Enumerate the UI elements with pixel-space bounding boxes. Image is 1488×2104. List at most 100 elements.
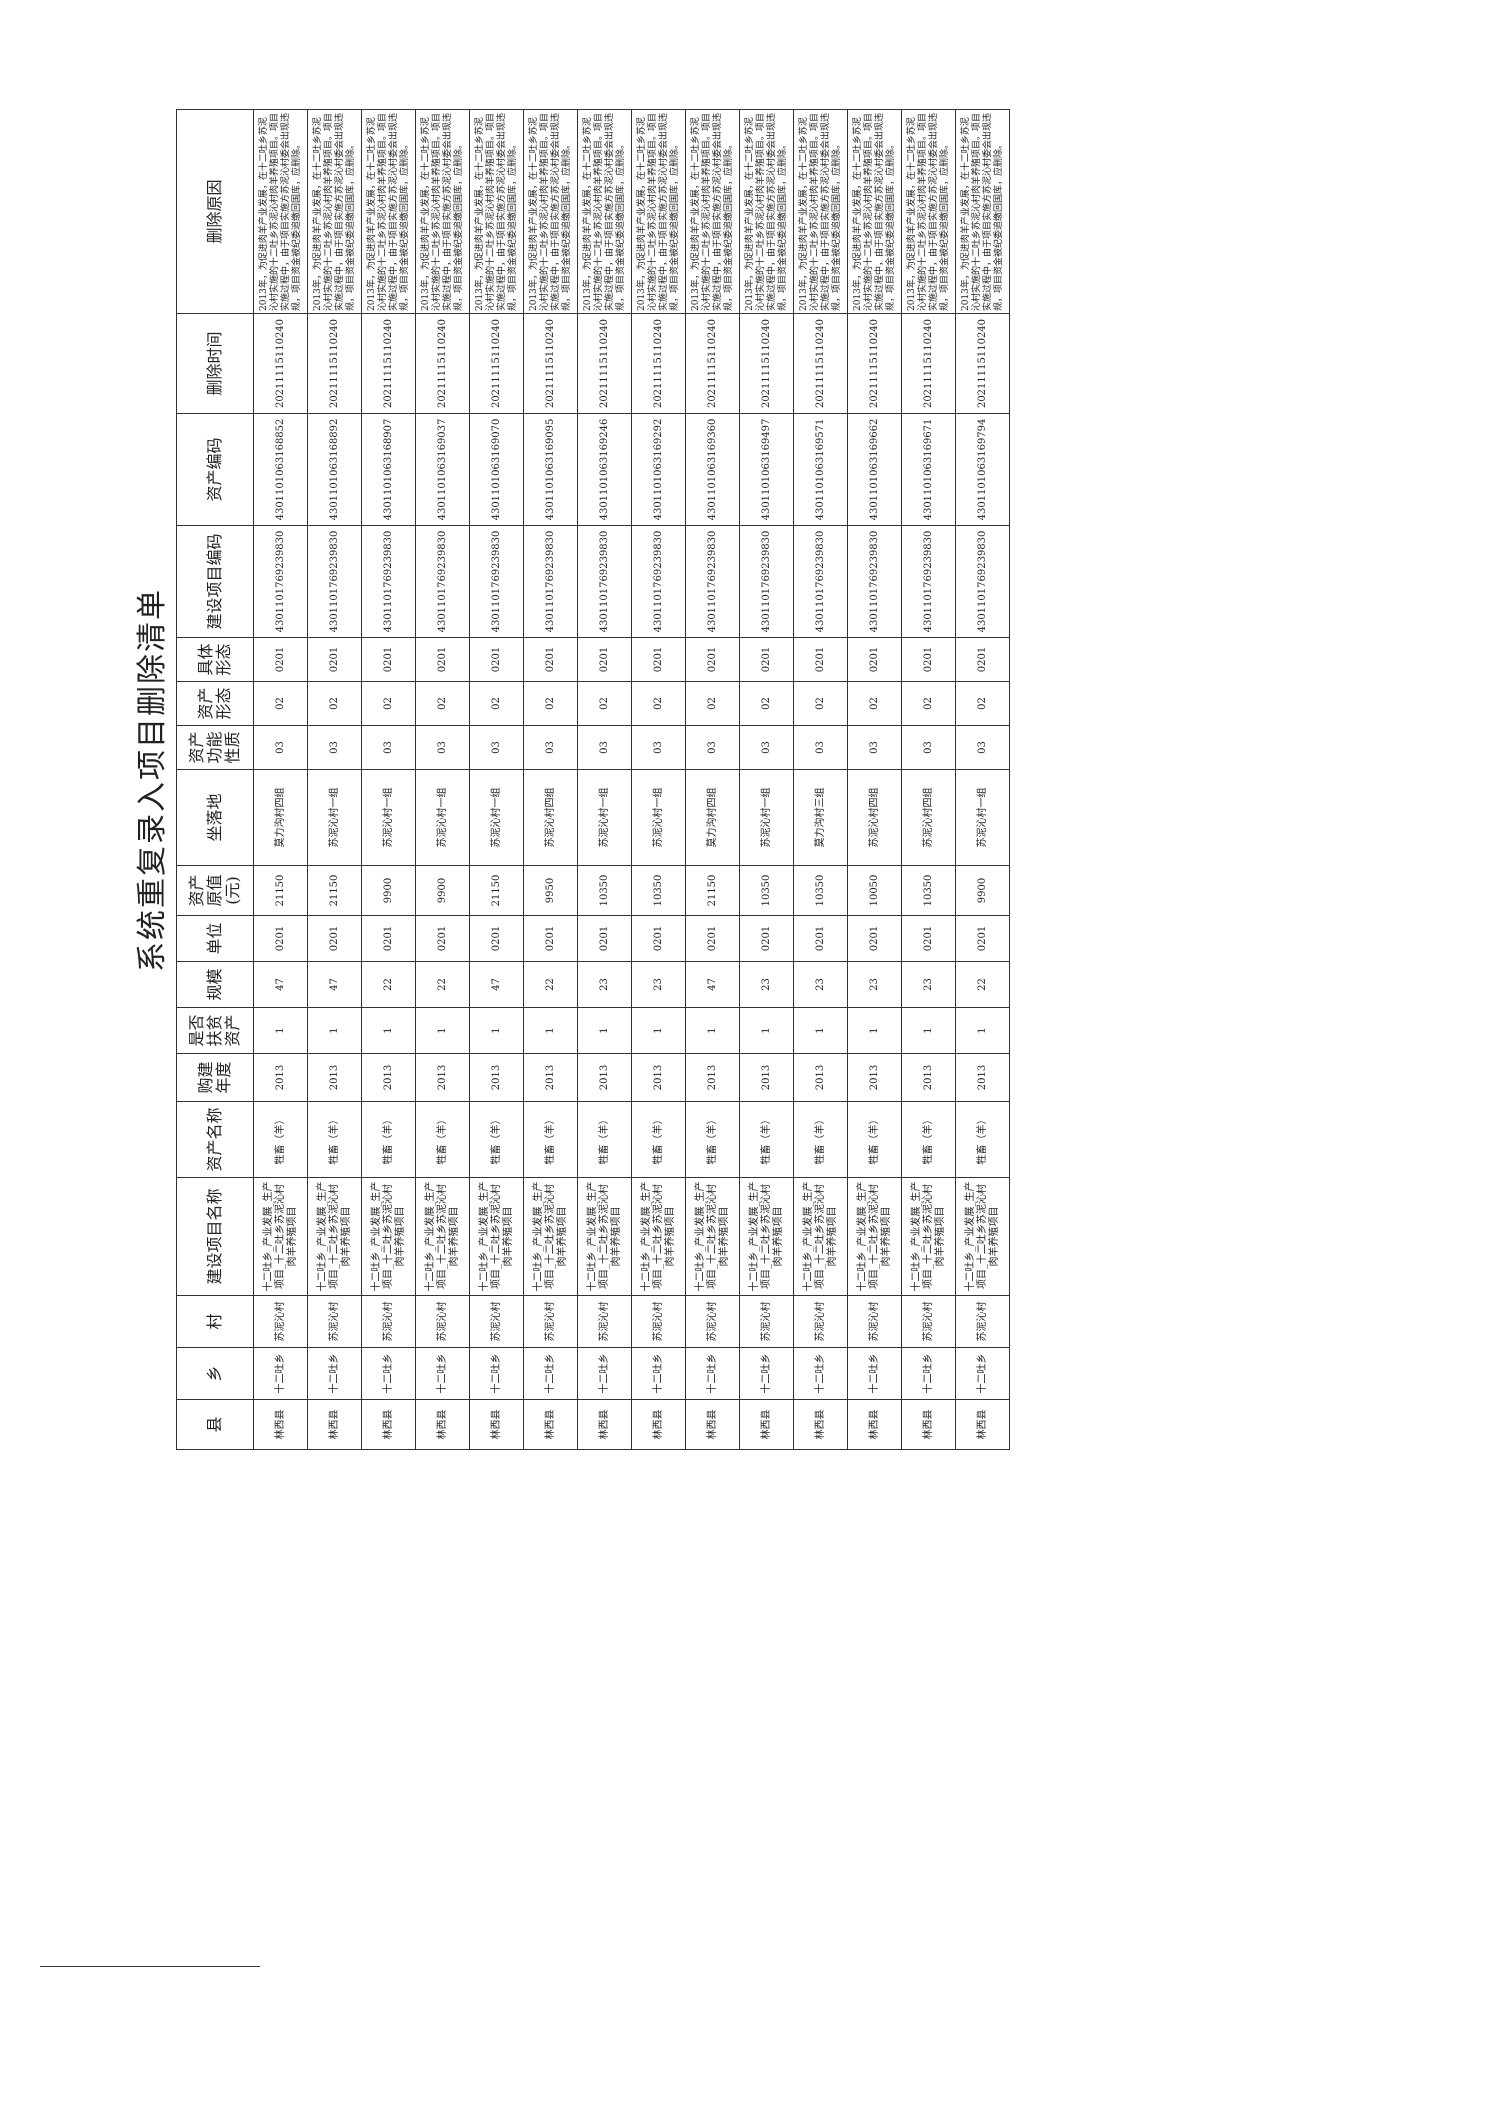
table-cell: 林西县 — [469, 1399, 524, 1450]
table-cell: 牲畜（羊） — [631, 1101, 686, 1178]
table-cell: 0201 — [469, 915, 524, 962]
table-cell: 22 — [523, 961, 578, 1008]
table-cell: 23 — [901, 961, 956, 1008]
column-header: 购建年度 — [176, 1053, 254, 1102]
table-cell: 4301101063169292 — [631, 413, 686, 526]
table-cell: 2013年，为促进肉羊产业发展，在十二吐乡苏泥沁村实施的十二吐乡苏泥沁村肉羊养殖… — [793, 109, 848, 314]
table-cell: 牲畜（羊） — [847, 1101, 902, 1178]
table-cell: 0201 — [577, 637, 632, 682]
table-cell: 03 — [955, 725, 1010, 770]
table-cell: 苏泥沁村四组 — [901, 769, 956, 866]
table-cell: 03 — [901, 725, 956, 770]
table-cell: 4301101063169497 — [739, 413, 794, 526]
table-cell: 02 — [847, 681, 902, 726]
table-cell: 4301101063168907 — [361, 413, 416, 526]
table-cell: 1 — [631, 1007, 686, 1054]
table-cell: 十二吐乡 — [685, 1347, 740, 1400]
table-cell: 林西县 — [577, 1399, 632, 1450]
table-cell: 牲畜（羊） — [955, 1101, 1010, 1178]
table-cell: 10350 — [739, 865, 794, 916]
table-cell: 1 — [307, 1007, 362, 1054]
table-cell: 2013 — [739, 1053, 794, 1102]
table-cell: 9900 — [361, 865, 416, 916]
table-cell: 苏泥沁村 — [955, 1295, 1010, 1348]
table-cell: 0201 — [793, 637, 848, 682]
table-cell: 2013 — [523, 1053, 578, 1102]
table-cell: 2013 — [307, 1053, 362, 1102]
table-cell: 4301101063169095 — [523, 413, 578, 526]
table-cell: 0201 — [793, 915, 848, 962]
table-cell: 十二吐乡 — [415, 1347, 470, 1400]
table-cell: 1 — [685, 1007, 740, 1054]
table-cell: 21150 — [469, 865, 524, 916]
table-cell: 03 — [361, 725, 416, 770]
table-cell: 莫力沟村四组 — [685, 769, 740, 866]
table-cell: 10050 — [847, 865, 902, 916]
table-cell: 03 — [631, 725, 686, 770]
table-row: 林西县 十二吐乡 苏泥沁村 十二吐乡_产业发展_生产项目_十二吐乡苏泥沁村肉羊养殖项目… — [793, 109, 848, 1450]
table-cell: 03 — [847, 725, 902, 770]
rotated-sheet: 系统重复录入项目删除清单 县乡村建设项目名称 资产名称 购建年度 是否扶贫资产 规模 单位… — [130, 109, 1010, 1450]
table-cell: 02 — [901, 681, 956, 726]
table-cell: 4301101063169360 — [685, 413, 740, 526]
table-cell: 10350 — [631, 865, 686, 916]
table-cell: 4301101769239830 — [739, 525, 794, 638]
table-cell: 4301101063169246 — [577, 413, 632, 526]
table-cell: 0201 — [361, 915, 416, 962]
table-cell: 20211115110240 — [847, 313, 902, 414]
table-cell: 0201 — [685, 915, 740, 962]
column-header: 删除原因 — [176, 109, 254, 314]
table-cell: 4301101063169662 — [847, 413, 902, 526]
table-cell: 林西县 — [253, 1399, 308, 1450]
table-cell: 林西县 — [901, 1399, 956, 1450]
table-cell: 2013年，为促进肉羊产业发展，在十二吐乡苏泥沁村实施的十二吐乡苏泥沁村肉羊养殖… — [631, 109, 686, 314]
table-cell: 21150 — [685, 865, 740, 916]
table-cell: 2013年，为促进肉羊产业发展，在十二吐乡苏泥沁村实施的十二吐乡苏泥沁村肉羊养殖… — [415, 109, 470, 314]
table-cell: 苏泥沁村 — [307, 1295, 362, 1348]
table-cell: 4301101769239830 — [685, 525, 740, 638]
table-cell: 十二吐乡 — [307, 1347, 362, 1400]
table-cell: 0201 — [523, 915, 578, 962]
table-cell: 十二吐乡 — [793, 1347, 848, 1400]
table-cell: 4301101063169794 — [955, 413, 1010, 526]
table-cell: 2013年，为促进肉羊产业发展，在十二吐乡苏泥沁村实施的十二吐乡苏泥沁村肉羊养殖… — [523, 109, 578, 314]
table-cell: 03 — [739, 725, 794, 770]
table-cell: 47 — [685, 961, 740, 1008]
table-cell: 4301101063169037 — [415, 413, 470, 526]
table-cell: 23 — [577, 961, 632, 1008]
table-cell: 苏泥沁村 — [577, 1295, 632, 1348]
table-cell: 苏泥沁村 — [361, 1295, 416, 1348]
table-cell: 十二吐乡 — [955, 1347, 1010, 1400]
table-row: 林西县 十二吐乡 苏泥沁村 十二吐乡_产业发展_生产项目_十二吐乡苏泥沁村肉羊养殖项目… — [361, 109, 416, 1450]
table-cell: 02 — [739, 681, 794, 726]
table-cell: 苏泥沁村一组 — [631, 769, 686, 866]
table-cell: 2013 — [577, 1053, 632, 1102]
table-cell: 十二吐乡_产业发展_生产项目_十二吐乡苏泥沁村肉羊养殖项目 — [415, 1177, 470, 1296]
table-cell: 20211115110240 — [793, 313, 848, 414]
table-row: 林西县 十二吐乡 苏泥沁村 十二吐乡_产业发展_生产项目_十二吐乡苏泥沁村肉羊养殖项目… — [901, 109, 956, 1450]
table-cell: 47 — [469, 961, 524, 1008]
table-cell: 2013年，为促进肉羊产业发展，在十二吐乡苏泥沁村实施的十二吐乡苏泥沁村肉羊养殖… — [955, 109, 1010, 314]
table-cell: 47 — [253, 961, 308, 1008]
table-cell: 0201 — [739, 915, 794, 962]
table-cell: 苏泥沁村 — [847, 1295, 902, 1348]
table-cell: 0201 — [739, 637, 794, 682]
table-cell: 02 — [415, 681, 470, 726]
table-cell: 1 — [523, 1007, 578, 1054]
table-cell: 0201 — [955, 915, 1010, 962]
table-cell: 十二吐乡_产业发展_生产项目_十二吐乡苏泥沁村肉羊养殖项目 — [631, 1177, 686, 1296]
table-cell: 0201 — [901, 915, 956, 962]
table-cell: 0201 — [955, 637, 1010, 682]
table-cell: 十二吐乡_产业发展_生产项目_十二吐乡苏泥沁村肉羊养殖项目 — [793, 1177, 848, 1296]
table-cell: 4301101769239830 — [415, 525, 470, 638]
table-cell: 苏泥沁村 — [415, 1295, 470, 1348]
header-row: 县乡村建设项目名称 资产名称 购建年度 是否扶贫资产 规模 单位 资产原值(元) 坐落地 资产功… — [176, 109, 254, 1450]
table-cell: 10350 — [793, 865, 848, 916]
table-cell: 苏泥沁村四组 — [847, 769, 902, 866]
table-cell: 0201 — [631, 915, 686, 962]
table-cell: 4301101769239830 — [469, 525, 524, 638]
table-cell: 0201 — [847, 915, 902, 962]
column-header: 删除时间 — [176, 313, 254, 414]
table-cell: 4301101769239830 — [577, 525, 632, 638]
column-header: 具体形态 — [176, 637, 254, 682]
